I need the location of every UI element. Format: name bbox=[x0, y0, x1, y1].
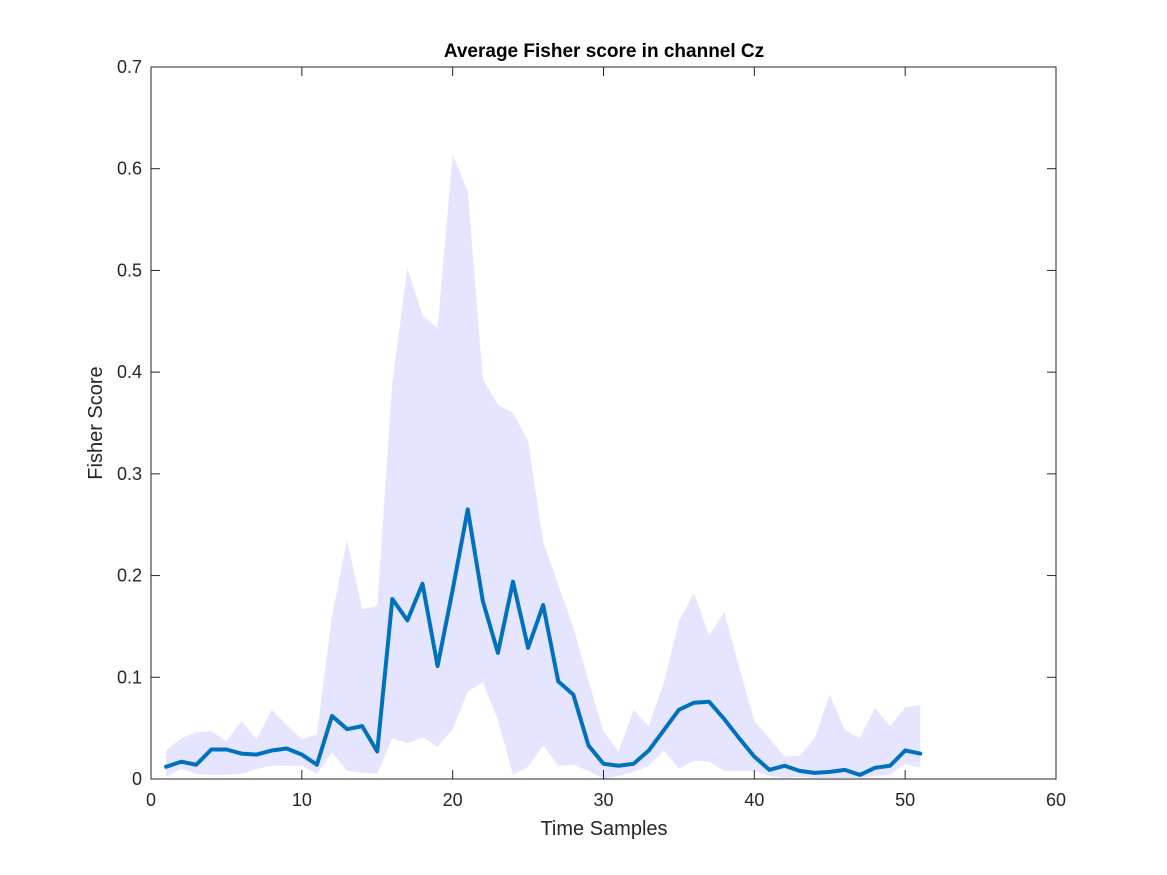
data-point bbox=[451, 588, 455, 592]
data-point bbox=[315, 763, 319, 767]
data-point bbox=[873, 766, 877, 770]
data-point bbox=[858, 773, 862, 777]
data-point bbox=[692, 701, 696, 705]
data-point bbox=[511, 580, 515, 584]
data-point bbox=[390, 597, 394, 601]
y-tick-label: 0 bbox=[132, 769, 142, 789]
x-tick-label: 10 bbox=[292, 790, 312, 810]
data-point bbox=[436, 664, 440, 668]
data-point bbox=[164, 765, 168, 769]
y-tick-label: 0.6 bbox=[117, 159, 142, 179]
axes: 0 10 20 30 40 50 60 0 0.1 0.2 0.3 0.4 0.5 0.6 0.7 bbox=[117, 57, 1066, 810]
data-point bbox=[360, 724, 364, 728]
confidence-band bbox=[166, 154, 921, 780]
data-point bbox=[526, 646, 530, 650]
data-point bbox=[405, 618, 409, 622]
data-point bbox=[255, 753, 259, 757]
x-axis-label: Time Samples bbox=[540, 818, 667, 840]
data-point bbox=[632, 762, 636, 766]
data-point bbox=[722, 717, 726, 721]
data-point bbox=[330, 714, 334, 718]
data-point bbox=[888, 764, 892, 768]
data-point bbox=[421, 582, 425, 586]
x-tick-label: 50 bbox=[895, 790, 915, 810]
series-line bbox=[164, 507, 923, 777]
data-point bbox=[375, 750, 379, 754]
x-tick-label: 60 bbox=[1046, 790, 1066, 810]
y-tick-label: 0.1 bbox=[117, 667, 142, 687]
data-point bbox=[556, 679, 560, 683]
x-tick-label: 40 bbox=[744, 790, 764, 810]
data-point bbox=[602, 762, 606, 766]
data-point bbox=[767, 768, 771, 772]
data-point bbox=[903, 749, 907, 753]
data-point bbox=[345, 727, 349, 731]
data-point bbox=[586, 743, 590, 747]
y-tick-label: 0.2 bbox=[117, 566, 142, 586]
y-tick-label: 0.7 bbox=[117, 57, 142, 77]
chart-title: Average Fisher score in channel Cz bbox=[444, 41, 764, 62]
data-point bbox=[843, 768, 847, 772]
data-point bbox=[813, 771, 817, 775]
data-point bbox=[541, 603, 545, 607]
data-point bbox=[677, 708, 681, 712]
data-point bbox=[179, 760, 183, 764]
data-point bbox=[240, 752, 244, 756]
data-point bbox=[783, 764, 787, 768]
data-point bbox=[466, 507, 470, 511]
data-point bbox=[918, 752, 922, 756]
data-point bbox=[798, 769, 802, 773]
y-axis-label: Fisher Score bbox=[85, 366, 107, 479]
y-tick-label: 0.4 bbox=[117, 362, 142, 382]
plot-area bbox=[164, 154, 923, 780]
y-tick-label: 0.3 bbox=[117, 464, 142, 484]
data-point bbox=[662, 728, 666, 732]
x-tick-label: 30 bbox=[593, 790, 613, 810]
data-point bbox=[828, 770, 832, 774]
data-point bbox=[752, 755, 756, 759]
data-point bbox=[300, 753, 304, 757]
x-tick-label: 0 bbox=[146, 790, 156, 810]
x-tick-label: 20 bbox=[443, 790, 463, 810]
data-point bbox=[617, 764, 621, 768]
y-tick-label: 0.5 bbox=[117, 260, 142, 280]
data-point bbox=[224, 748, 228, 752]
data-point bbox=[737, 736, 741, 740]
data-point bbox=[194, 763, 198, 767]
data-point bbox=[481, 599, 485, 603]
data-point bbox=[647, 749, 651, 753]
data-point bbox=[209, 748, 213, 752]
data-point bbox=[285, 746, 289, 750]
data-point bbox=[496, 651, 500, 655]
data-point bbox=[571, 693, 575, 697]
data-point bbox=[270, 749, 274, 753]
data-point bbox=[707, 700, 711, 704]
